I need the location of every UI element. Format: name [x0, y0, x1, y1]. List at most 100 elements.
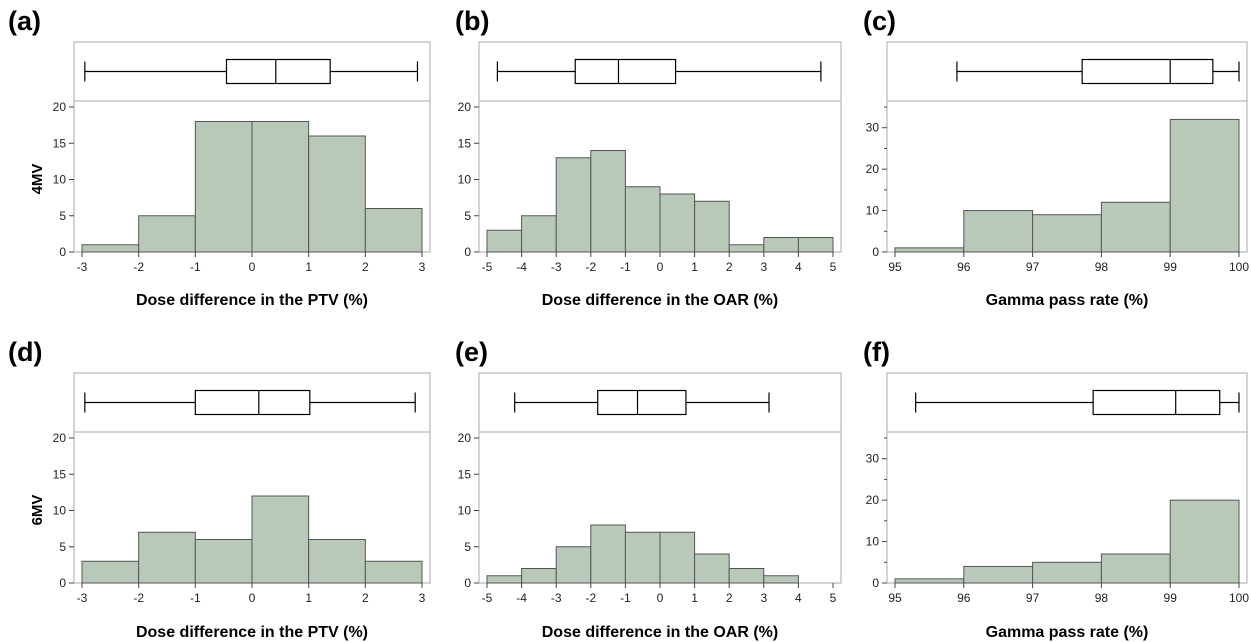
x-tick-label: -3	[77, 260, 88, 274]
x-axis-label: Dose difference in the OAR (%)	[542, 624, 778, 641]
panel-f: (f) 0 10 20 30 95 96 97 98 99 100 Gamma pass rate (…	[863, 337, 1249, 641]
histogram-bar	[763, 237, 799, 253]
x-tick-label: 98	[1095, 591, 1109, 605]
x-tick-label: 0	[249, 591, 256, 605]
x-tick-label: 3	[760, 260, 767, 274]
histogram-bar	[1100, 201, 1171, 253]
histogram-bar	[1169, 499, 1240, 584]
x-tick-label: -1	[190, 591, 201, 605]
y-tick-label: 15	[53, 467, 67, 481]
histogram-bar	[659, 531, 696, 584]
histogram-bar	[194, 121, 253, 253]
panel-label: (a)	[8, 6, 41, 36]
x-tick-label: -2	[133, 591, 144, 605]
histogram-bar	[797, 237, 834, 253]
y-tick-label: 15	[458, 467, 472, 481]
histogram-bar	[521, 568, 557, 584]
histogram-bar	[138, 215, 196, 253]
x-tick-label: 1	[305, 591, 312, 605]
y-tick-label: 10	[866, 535, 880, 549]
x-axis-label: Dose difference in the PTV (%)	[136, 292, 368, 309]
y-tick-label: 15	[458, 136, 472, 150]
x-tick-label: -3	[551, 260, 562, 274]
x-tick-label: 95	[888, 260, 902, 274]
histogram-bar	[521, 215, 557, 253]
histogram-bar	[659, 193, 696, 253]
histogram-bar	[1100, 553, 1171, 584]
y-tick-label: 10	[53, 173, 67, 187]
x-tick-label: 1	[691, 591, 698, 605]
x-tick-label: 2	[726, 260, 733, 274]
histogram-bar	[624, 531, 661, 584]
x-tick-label: 97	[1026, 260, 1040, 274]
y-tick-label: 5	[464, 540, 471, 554]
histogram-bar	[81, 244, 140, 253]
x-tick-label: 99	[1164, 260, 1178, 274]
y-tick-label: 5	[464, 209, 471, 223]
x-tick-label: 4	[795, 591, 802, 605]
y-tick-label: 5	[59, 540, 66, 554]
histogram-bar	[81, 560, 140, 584]
boxplot-box	[225, 58, 331, 85]
x-tick-label: 4	[795, 260, 802, 274]
x-axis-label: Dose difference in the PTV (%)	[136, 624, 368, 641]
panel-a: (a) 0 5 10 15 20 -3 -2 -1 0 1 2 3 Dose difference in …	[8, 6, 431, 309]
histogram-bar	[1169, 118, 1240, 253]
y-tick-label: 0	[59, 576, 66, 590]
x-tick-label: -1	[620, 260, 631, 274]
histogram-bar	[194, 539, 253, 584]
y-tick-label: 10	[458, 504, 472, 518]
histogram-bar	[1032, 214, 1102, 253]
histogram-bar	[894, 247, 965, 253]
y-tick-label: 20	[53, 100, 67, 114]
boxplot-box	[194, 389, 311, 416]
y-tick-label: 0	[59, 245, 66, 259]
x-tick-label: 96	[957, 260, 971, 274]
x-tick-label: 97	[1026, 591, 1040, 605]
x-tick-label: 0	[657, 591, 664, 605]
panel-label: (f)	[863, 337, 890, 367]
x-tick-label: -2	[585, 591, 596, 605]
x-tick-label: 5	[830, 260, 837, 274]
x-axis-label: Gamma pass rate (%)	[986, 292, 1149, 309]
x-tick-label: 2	[362, 260, 369, 274]
x-tick-label: 100	[1229, 591, 1249, 605]
histogram-bar	[486, 229, 523, 253]
y-tick-label: 20	[866, 493, 880, 507]
x-tick-label: 3	[760, 591, 767, 605]
x-tick-label: -1	[190, 260, 201, 274]
x-tick-label: 0	[249, 260, 256, 274]
y-tick-label: 10	[458, 173, 472, 187]
y-tick-label: 0	[464, 576, 471, 590]
x-tick-label: 3	[419, 260, 426, 274]
x-tick-label: 1	[691, 260, 698, 274]
x-tick-label: 100	[1229, 260, 1249, 274]
y-tick-label: 10	[53, 504, 67, 518]
histogram-bar	[590, 150, 626, 253]
x-tick-label: 96	[957, 591, 971, 605]
x-tick-label: 99	[1164, 591, 1178, 605]
boxplot-box	[1081, 58, 1214, 85]
histogram-bar	[728, 244, 765, 253]
histogram-bar	[308, 135, 366, 253]
x-tick-label: -3	[551, 591, 562, 605]
histogram-bar	[894, 578, 965, 584]
panel-c: (c) 0 10 20 30 95 96 97 98 99 100 Gamma pass rate (…	[863, 6, 1249, 309]
y-tick-label: 0	[872, 245, 879, 259]
histogram-bar	[763, 575, 799, 584]
x-axis-label: Gamma pass rate (%)	[986, 624, 1149, 641]
x-tick-label: -3	[77, 591, 88, 605]
y-tick-label: 20	[458, 100, 472, 114]
row-label: 4MV	[29, 164, 46, 195]
panel-e: (e) 0 5 10 15 20 -5 -4 -3 -2 -1 0 1 2 3 4 5 Dose differen…	[455, 337, 842, 641]
panel-label: (c)	[863, 6, 896, 36]
y-tick-label: 0	[872, 576, 879, 590]
histogram-bar	[486, 575, 523, 584]
histogram-bar	[694, 200, 730, 253]
panel-label: (b)	[455, 6, 489, 36]
histogram-bar	[138, 531, 196, 584]
y-tick-label: 20	[53, 431, 67, 445]
histogram-bar	[1032, 561, 1102, 584]
histogram-bar	[251, 121, 310, 253]
histogram-bar	[590, 524, 626, 584]
